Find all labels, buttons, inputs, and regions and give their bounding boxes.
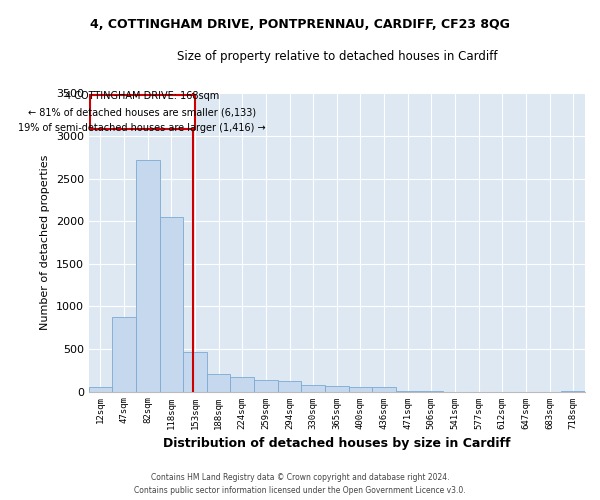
Bar: [230, 376, 254, 392]
Bar: [349, 387, 372, 392]
Bar: [325, 386, 349, 392]
Bar: [112, 318, 136, 392]
Bar: [254, 380, 278, 392]
Bar: [301, 384, 325, 392]
Text: Contains HM Land Registry data © Crown copyright and database right 2024.
Contai: Contains HM Land Registry data © Crown c…: [134, 474, 466, 495]
Bar: [136, 160, 160, 392]
Bar: [183, 352, 207, 392]
Bar: [207, 374, 230, 392]
Bar: [160, 217, 183, 392]
Bar: [278, 382, 301, 392]
Title: Size of property relative to detached houses in Cardiff: Size of property relative to detached ho…: [176, 50, 497, 63]
Y-axis label: Number of detached properties: Number of detached properties: [40, 155, 50, 330]
X-axis label: Distribution of detached houses by size in Cardiff: Distribution of detached houses by size …: [163, 437, 511, 450]
FancyBboxPatch shape: [90, 95, 194, 129]
Text: 4, COTTINGHAM DRIVE, PONTPRENNAU, CARDIFF, CF23 8QG: 4, COTTINGHAM DRIVE, PONTPRENNAU, CARDIF…: [90, 18, 510, 30]
Bar: [372, 388, 396, 392]
Text: 4 COTTINGHAM DRIVE: 168sqm
← 81% of detached houses are smaller (6,133)
19% of s: 4 COTTINGHAM DRIVE: 168sqm ← 81% of deta…: [19, 92, 266, 132]
Bar: [89, 387, 112, 392]
